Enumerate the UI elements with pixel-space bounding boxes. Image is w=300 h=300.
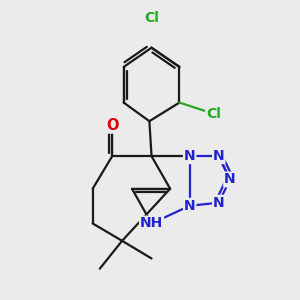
- Text: N: N: [184, 149, 196, 163]
- Text: Cl: Cl: [206, 107, 221, 121]
- Text: N: N: [213, 196, 225, 210]
- Text: N: N: [213, 149, 225, 163]
- Text: Cl: Cl: [144, 11, 159, 25]
- Text: O: O: [106, 118, 118, 133]
- Text: N: N: [184, 199, 196, 213]
- Text: NH: NH: [140, 217, 163, 230]
- Text: N: N: [224, 172, 236, 186]
